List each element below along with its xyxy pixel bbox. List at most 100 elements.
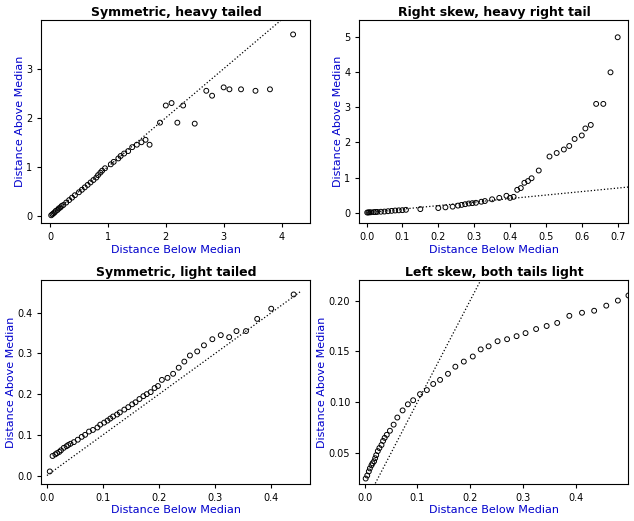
Point	[378, 437, 388, 445]
Point	[55, 203, 65, 212]
Point	[598, 100, 609, 108]
Point	[207, 92, 217, 100]
Point	[231, 327, 242, 335]
Point	[487, 195, 497, 204]
Point	[484, 342, 494, 351]
Point	[100, 164, 110, 172]
Point	[141, 390, 152, 398]
Point	[493, 337, 503, 345]
Point	[366, 208, 376, 216]
Y-axis label: Distance Above Median: Distance Above Median	[318, 316, 327, 448]
Point	[408, 396, 418, 404]
X-axis label: Distance Below Median: Distance Below Median	[111, 505, 241, 515]
Point	[377, 441, 387, 449]
Point	[373, 447, 383, 455]
Point	[69, 438, 79, 446]
Point	[46, 211, 56, 219]
Point	[505, 194, 515, 202]
Point	[115, 408, 125, 417]
Point	[74, 188, 84, 196]
Point	[138, 392, 148, 400]
Point	[564, 312, 574, 320]
Y-axis label: Distance Above Median: Distance Above Median	[333, 56, 342, 187]
Point	[88, 176, 98, 184]
Point	[61, 199, 71, 207]
Point	[545, 152, 555, 160]
Point	[401, 206, 411, 214]
Point	[73, 436, 83, 444]
Point	[370, 454, 380, 462]
Point	[364, 467, 374, 476]
Point	[108, 412, 118, 420]
Point	[53, 206, 63, 214]
Point	[379, 207, 389, 216]
Title: Symmetric, light tailed: Symmetric, light tailed	[96, 266, 256, 279]
Point	[362, 472, 372, 480]
Point	[362, 208, 372, 217]
Point	[216, 331, 226, 339]
Point	[48, 452, 58, 460]
Point	[93, 424, 103, 432]
Point	[383, 207, 393, 215]
Point	[443, 369, 453, 378]
Point	[48, 210, 58, 218]
Point	[153, 382, 163, 390]
Point	[512, 185, 522, 194]
Point	[459, 357, 469, 366]
Point	[398, 206, 408, 214]
Point	[385, 427, 395, 435]
Title: Right skew, heavy right tail: Right skew, heavy right tail	[398, 6, 590, 19]
Point	[250, 86, 261, 95]
Point	[199, 341, 209, 350]
Point	[58, 201, 68, 209]
Point	[88, 426, 98, 434]
Point	[146, 388, 156, 396]
Point	[435, 376, 445, 384]
Point	[577, 308, 587, 317]
Point	[463, 200, 474, 208]
Point	[95, 168, 105, 177]
Y-axis label: Distance Above Median: Distance Above Median	[15, 56, 25, 187]
Point	[494, 194, 504, 202]
Point	[77, 432, 87, 441]
Point	[65, 440, 75, 448]
Point	[526, 174, 536, 182]
Point	[108, 158, 119, 166]
Point	[591, 100, 601, 108]
Point	[368, 459, 378, 467]
Point	[382, 431, 392, 439]
Point	[370, 208, 380, 216]
Point	[288, 290, 299, 299]
Title: Left skew, both tails light: Left skew, both tails light	[404, 266, 583, 279]
Point	[415, 205, 425, 213]
Point	[515, 184, 526, 192]
Point	[390, 206, 400, 215]
Point	[389, 420, 399, 429]
Point	[178, 101, 188, 109]
Point	[179, 357, 190, 366]
Point	[365, 208, 375, 217]
Point	[368, 208, 378, 216]
Point	[623, 291, 633, 300]
Point	[145, 141, 155, 149]
X-axis label: Distance Below Median: Distance Below Median	[111, 245, 241, 255]
Point	[365, 464, 375, 473]
Point	[468, 352, 478, 361]
Point	[185, 351, 195, 359]
Point	[374, 444, 384, 452]
Point	[512, 332, 522, 340]
Point	[93, 171, 103, 179]
Point	[112, 411, 122, 419]
Point	[50, 450, 60, 458]
Point	[99, 418, 109, 427]
Point	[521, 329, 531, 337]
Point	[80, 431, 90, 439]
Point	[577, 131, 587, 140]
Point	[534, 166, 544, 175]
Point	[371, 451, 381, 460]
Point	[502, 335, 512, 343]
Point	[523, 177, 533, 185]
Point	[369, 457, 379, 465]
Point	[387, 207, 397, 215]
Point	[361, 475, 371, 483]
